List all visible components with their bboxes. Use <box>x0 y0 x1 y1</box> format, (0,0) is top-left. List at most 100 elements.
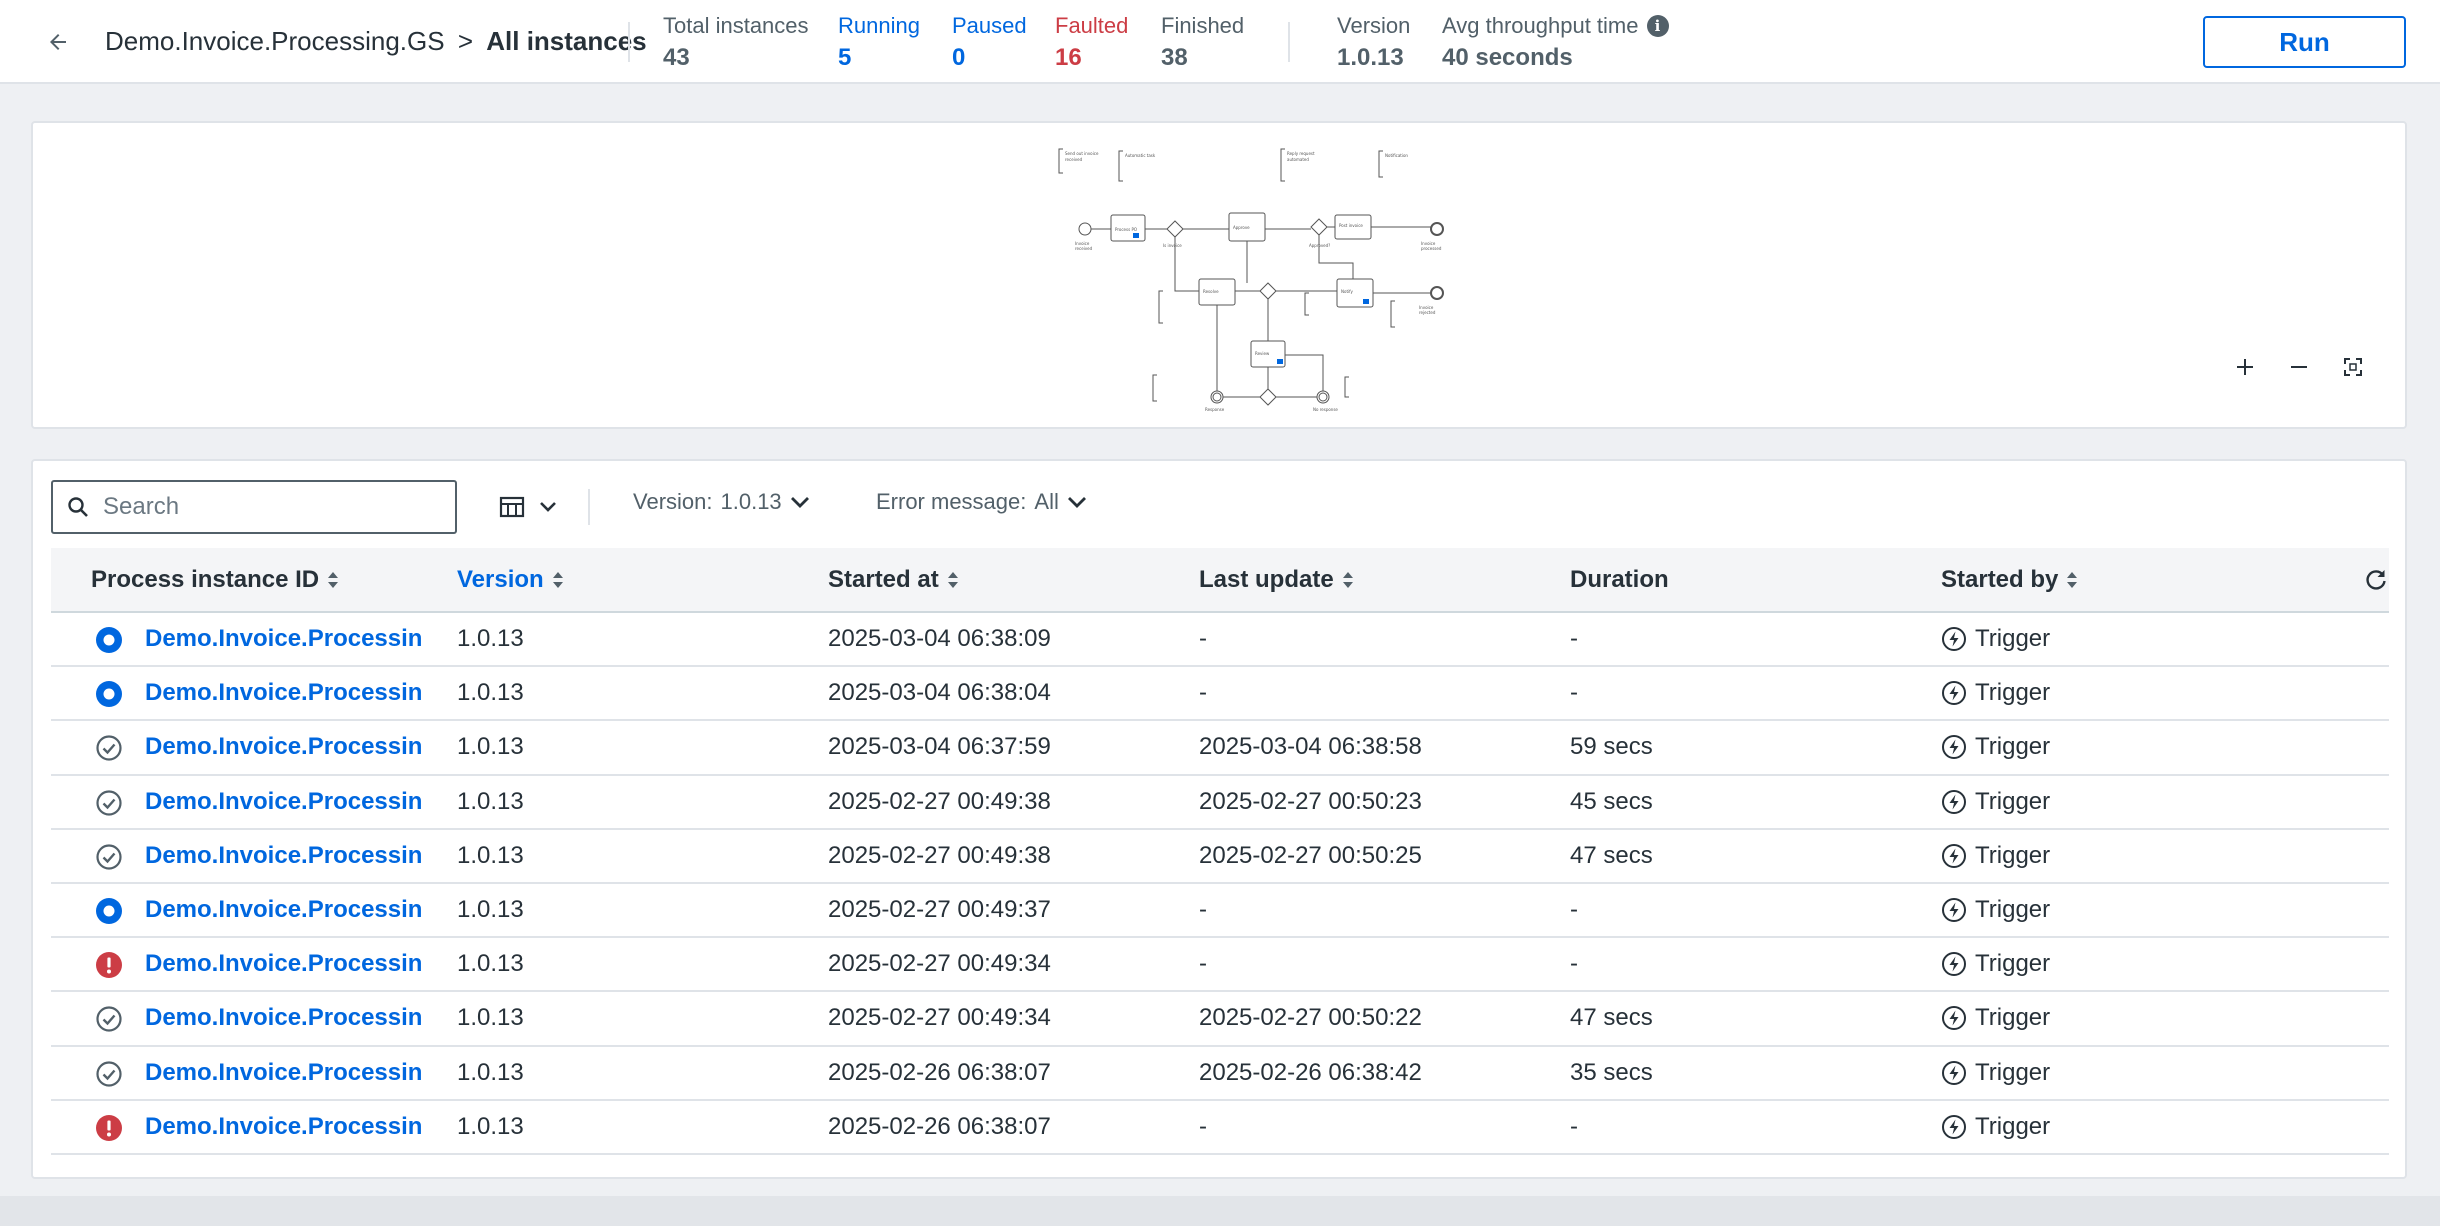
search-input[interactable] <box>103 493 433 521</box>
cell-version: 1.0.13 <box>457 787 524 815</box>
table-row[interactable]: Demo.Invoice.Processin 1.0.13 2025-02-27 0… <box>51 830 2389 884</box>
version-filter[interactable]: Version: 1.0.13 <box>633 489 810 515</box>
refresh-icon <box>2366 570 2386 590</box>
cell-started-by: Trigger <box>1941 938 2050 990</box>
stat-finished-value: 38 <box>1161 44 1188 71</box>
instance-id-link[interactable]: Demo.Invoice.Processin <box>145 1058 423 1086</box>
svg-text:automated: automated <box>1287 157 1309 162</box>
stat-finished[interactable]: Finished 38 <box>1161 12 1244 74</box>
table-row[interactable]: Demo.Invoice.Processin 1.0.13 2025-03-04 0… <box>51 613 2389 668</box>
stat-faulted[interactable]: Faulted 16 <box>1055 12 1128 74</box>
instance-id-link[interactable]: Demo.Invoice.Processin <box>145 895 423 923</box>
svg-text:Approve: Approve <box>1233 225 1250 230</box>
column-header-duration: Duration <box>1570 548 1669 611</box>
instance-id-link[interactable]: Demo.Invoice.Processin <box>145 841 423 869</box>
column-label: Started at <box>828 565 939 593</box>
cell-version: 1.0.13 <box>457 733 524 761</box>
column-header-version[interactable]: Version <box>457 548 564 611</box>
column-label: Duration <box>1570 565 1669 593</box>
column-label: Last update <box>1199 565 1334 593</box>
svg-text:Invoice: Invoice <box>1075 241 1090 246</box>
search-icon <box>53 495 103 519</box>
throughput-label-text: Avg throughput time <box>1442 13 1639 38</box>
faulted-status-icon <box>95 1114 123 1142</box>
stat-faulted-label: Faulted <box>1055 13 1129 38</box>
info-icon[interactable]: i <box>1646 15 1669 37</box>
cell-started-at: 2025-03-04 06:38:04 <box>828 679 1051 707</box>
table-row[interactable]: Demo.Invoice.Processin 1.0.13 2025-02-27 0… <box>51 884 2389 939</box>
column-header-started-at[interactable]: Started at <box>828 548 959 611</box>
run-button[interactable]: Run <box>2203 16 2406 68</box>
trigger-icon <box>1941 843 1967 869</box>
table-row[interactable]: Demo.Invoice.Processin 1.0.13 2025-02-27 0… <box>51 992 2389 1047</box>
finished-status-icon <box>95 843 123 871</box>
svg-text:Invoice: Invoice <box>1419 305 1434 310</box>
started-by-label: Trigger <box>1975 625 2051 652</box>
instance-id-link[interactable]: Demo.Invoice.Processin <box>145 679 423 707</box>
trigger-icon <box>1941 789 1967 815</box>
cell-started-by: Trigger <box>1941 776 2050 828</box>
cell-version: 1.0.13 <box>457 625 524 652</box>
svg-text:No response: No response <box>1313 407 1338 412</box>
instance-id-link[interactable]: Demo.Invoice.Processin <box>145 625 423 652</box>
stat-paused-label: Paused <box>952 13 1027 38</box>
cell-last-update: - <box>1199 1112 1207 1140</box>
cell-started-at: 2025-02-26 06:38:07 <box>828 1058 1051 1086</box>
stat-running[interactable]: Running 5 <box>838 12 920 74</box>
table-row[interactable]: Demo.Invoice.Processin 1.0.13 2025-02-26 0… <box>51 1101 2389 1155</box>
cell-duration: 47 secs <box>1570 841 1653 869</box>
cell-version: 1.0.13 <box>457 1058 524 1086</box>
cell-last-update: 2025-02-27 00:50:22 <box>1199 1004 1422 1032</box>
back-button[interactable] <box>40 24 76 60</box>
column-header-started-by[interactable]: Started by <box>1941 548 2078 611</box>
search-field[interactable] <box>51 480 457 534</box>
zoom-out-button[interactable] <box>2281 349 2317 385</box>
table-header: Process instance ID Version Started at L… <box>51 548 2389 613</box>
svg-text:Is invoice: Is invoice <box>1163 243 1182 248</box>
table-row[interactable]: Demo.Invoice.Processin 1.0.13 2025-02-27 0… <box>51 938 2389 993</box>
trigger-icon <box>1941 897 1967 923</box>
cell-version: 1.0.13 <box>457 950 524 978</box>
svg-text:Invoice: Invoice <box>1421 241 1436 246</box>
zoom-in-button[interactable] <box>2227 349 2263 385</box>
instance-id-link[interactable]: Demo.Invoice.Processin <box>145 1112 423 1140</box>
svg-text:Review: Review <box>1255 351 1270 356</box>
cell-duration: 35 secs <box>1570 1058 1653 1086</box>
table-row[interactable]: Demo.Invoice.Processin 1.0.13 2025-02-27 0… <box>51 776 2389 830</box>
cell-version: 1.0.13 <box>457 679 524 707</box>
sort-icon <box>947 571 959 589</box>
table-row[interactable]: Demo.Invoice.Processin 1.0.13 2025-03-04 0… <box>51 667 2389 722</box>
column-picker-button[interactable] <box>483 483 573 531</box>
breadcrumb-current: All instances <box>486 26 647 56</box>
trigger-icon <box>1941 734 1967 760</box>
svg-text:received: received <box>1075 246 1093 251</box>
instance-id-link[interactable]: Demo.Invoice.Processin <box>145 733 423 761</box>
cell-duration: - <box>1570 1112 1578 1140</box>
breadcrumb-process[interactable]: Demo.Invoice.Processing.GS <box>105 26 445 56</box>
instance-id-link[interactable]: Demo.Invoice.Processin <box>145 787 423 815</box>
table-row[interactable]: Demo.Invoice.Processin 1.0.13 2025-03-04 0… <box>51 721 2389 776</box>
svg-text:Notify: Notify <box>1341 289 1353 294</box>
column-header-instance-id[interactable]: Process instance ID <box>91 548 339 611</box>
started-by-label: Trigger <box>1975 950 2051 978</box>
stat-running-value: 5 <box>838 44 852 71</box>
refresh-button[interactable] <box>2363 567 2389 598</box>
instance-id-link[interactable]: Demo.Invoice.Processin <box>145 950 423 978</box>
table-row[interactable]: Demo.Invoice.Processin 1.0.13 2025-02-26 0… <box>51 1047 2389 1101</box>
svg-text:Response: Response <box>1205 407 1225 412</box>
stat-running-label: Running <box>838 13 920 38</box>
column-header-last-update[interactable]: Last update <box>1199 548 1354 611</box>
started-by-label: Trigger <box>1975 841 2051 869</box>
fit-to-screen-button[interactable] <box>2335 349 2371 385</box>
svg-text:Approved?: Approved? <box>1309 243 1330 248</box>
header-divider <box>1288 22 1290 62</box>
instance-id-link[interactable]: Demo.Invoice.Processin <box>145 1004 423 1032</box>
fit-screen-icon <box>2344 358 2362 376</box>
chevron-down-icon <box>1067 497 1086 508</box>
finished-status-icon <box>95 1005 123 1033</box>
stat-paused[interactable]: Paused 0 <box>952 12 1027 74</box>
stat-throughput-value: 40 seconds <box>1442 44 1573 71</box>
error-message-filter[interactable]: Error message: All <box>876 489 1087 515</box>
cell-version: 1.0.13 <box>457 1004 524 1032</box>
